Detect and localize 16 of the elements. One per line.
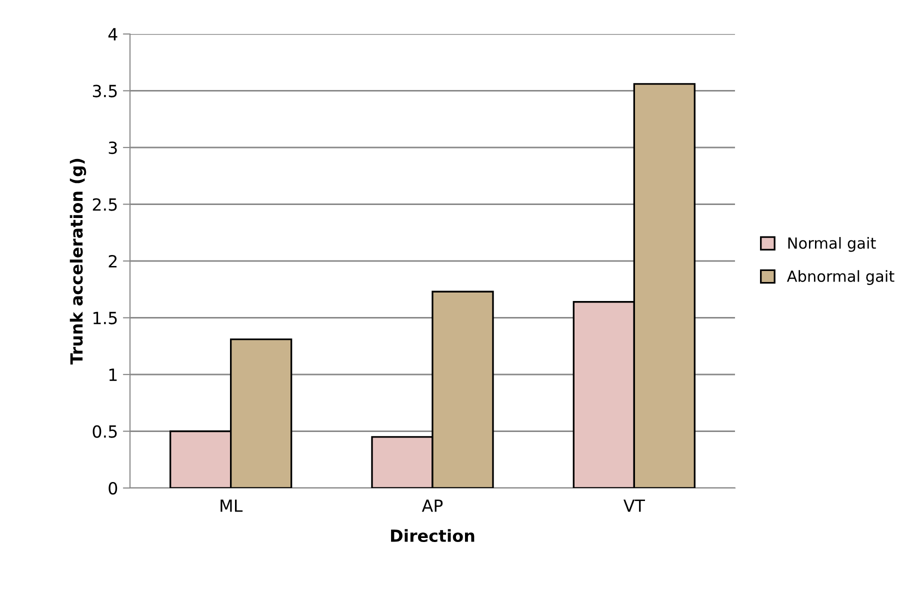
y-tick-label: 0.5 xyxy=(92,425,117,438)
x-tick-label: AP xyxy=(422,500,443,512)
y-axis-title: Trunk acceleration (g) xyxy=(70,158,86,364)
y-tick-label: 3.5 xyxy=(92,84,117,98)
x-tick-label: ML xyxy=(220,500,243,512)
y-tick-label: 0 xyxy=(108,482,118,495)
y-tick-label: 1 xyxy=(109,368,117,381)
x-axis-title: Direction xyxy=(391,529,474,542)
y-tick-label: 4 xyxy=(108,28,118,40)
y-tick-label: 1.5 xyxy=(94,312,117,324)
legend-label: Abnormal gait xyxy=(786,270,894,285)
y-tick-label: 2.5 xyxy=(92,198,117,211)
x-tick-label: VT xyxy=(624,500,646,512)
y-tick-label: 2 xyxy=(108,254,117,268)
y-tick-label: 3 xyxy=(108,141,117,154)
legend-label: Normal gait xyxy=(788,237,876,252)
